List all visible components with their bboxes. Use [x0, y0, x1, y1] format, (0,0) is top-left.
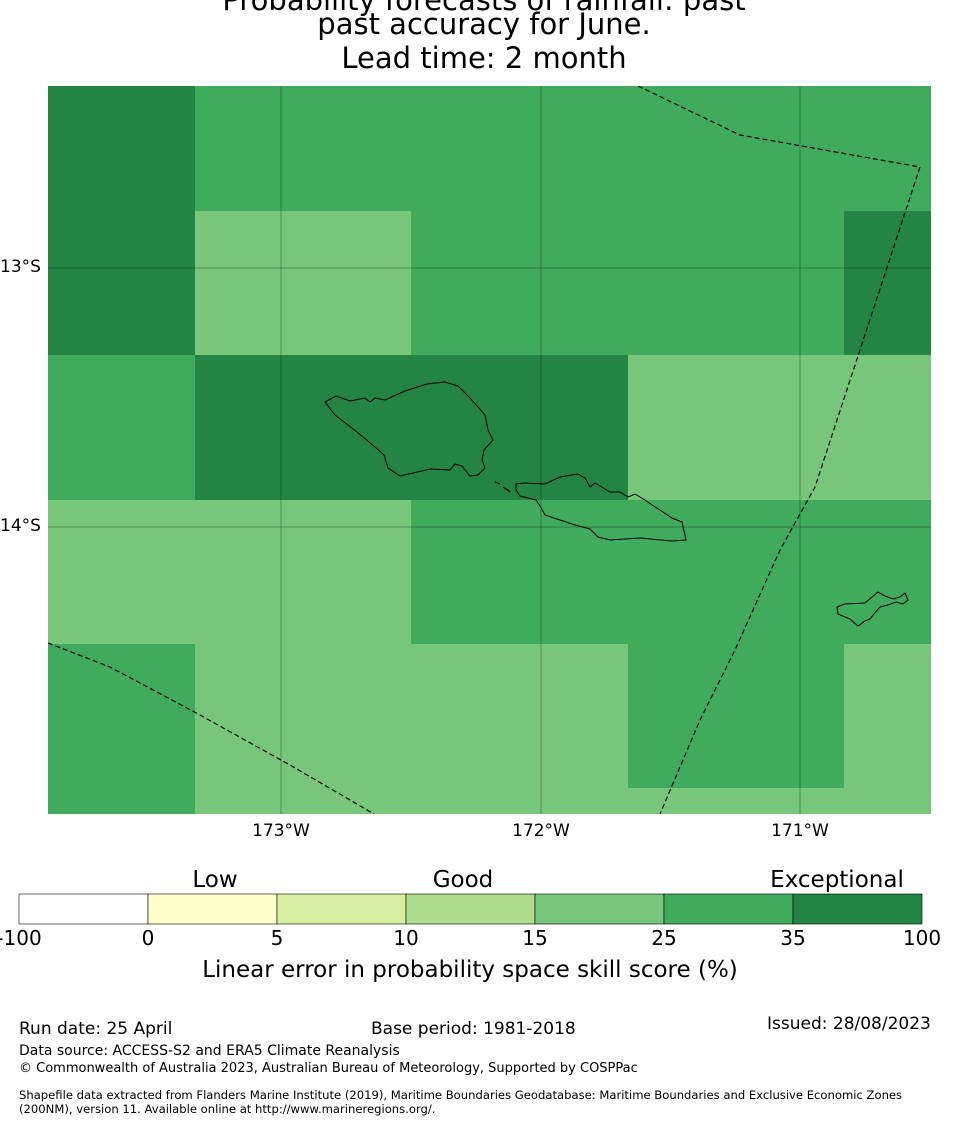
skill-cell-r3-c2 [411, 500, 628, 644]
colorbar-swatch-6 [792, 893, 923, 925]
skill-cell-r3-c3 [628, 500, 844, 644]
skill-cell-r4-c2 [411, 644, 628, 788]
skill-cell-r1-c4 [844, 211, 931, 355]
lon-label-173w: 173°W [252, 821, 310, 841]
skill-cell-r1-c2 [411, 211, 628, 355]
lat-label-13s: 13°S [0, 257, 41, 277]
category-good: Good [432, 867, 494, 893]
skill-cell-r0-c0 [48, 86, 195, 211]
colorbar-tick-6: 35 [780, 926, 806, 950]
skill-cell-r5-c2 [411, 788, 628, 814]
skill-cell-r4-c0 [48, 644, 195, 788]
island-tutuila [836, 591, 909, 627]
colorbar-tick-3: 10 [393, 926, 419, 950]
skill-map [48, 86, 931, 814]
skill-cell-r5-c3 [628, 788, 844, 814]
skill-cell-r5-c1 [195, 788, 411, 814]
colorbar-tick-2: 5 [270, 926, 284, 950]
skill-cell-r5-c0 [48, 788, 195, 814]
shapefile-credit-line-1: Shapefile data extracted from Flanders M… [19, 1088, 903, 1102]
skill-cell-r0-c3 [628, 86, 844, 211]
graticule [48, 86, 931, 814]
skill-cell-r4-c3 [628, 644, 844, 788]
skill-cell-r3-c4 [844, 500, 931, 644]
skill-cell-r2-c3 [628, 355, 844, 500]
run-date: Run date: 25 April [19, 1019, 173, 1039]
data-source: Data source: ACCESS-S2 and ERA5 Climate … [19, 1043, 400, 1059]
skill-cell-r4-c1 [195, 644, 411, 788]
colorbar-swatch-3 [405, 893, 536, 925]
base-period: Base period: 1981-2018 [371, 1019, 576, 1039]
skill-cell-r4-c4 [844, 644, 931, 788]
colorbar-swatch-5 [663, 893, 794, 925]
skill-cell-r3-c1 [195, 500, 411, 644]
colorbar-tick-5: 25 [651, 926, 677, 950]
colorbar-swatch-2 [276, 893, 407, 925]
colorbar-tick-1: 0 [141, 926, 155, 950]
skill-cell-r0-c1 [195, 86, 411, 211]
skill-cell-r2-c0 [48, 355, 195, 500]
title-line-3: Lead time: 2 month [341, 41, 627, 75]
skill-cell-r2-c2 [411, 355, 628, 500]
skill-cell-r1-c1 [195, 211, 411, 355]
copyright: © Commonwealth of Australia 2023, Austra… [19, 1061, 638, 1076]
colorbar-swatch-0 [18, 893, 149, 925]
lon-label-171w: 171°W [771, 821, 829, 841]
colorbar-tick-0: -100 [0, 926, 42, 950]
category-low: Low [192, 867, 238, 893]
island-upolu [515, 473, 687, 542]
lon-label-172w: 172°W [512, 821, 570, 841]
skill-cell-r1-c3 [628, 211, 844, 355]
island-savaii [324, 381, 494, 477]
title-line-2: past accuracy for June. [317, 7, 651, 41]
issued-date: Issued: 28/08/2023 [767, 1014, 931, 1034]
skill-cell-r2-c4 [844, 355, 931, 500]
colorbar-swatch-1 [147, 893, 278, 925]
shapefile-credit-line-2: (200NM), version 11. Available online at… [19, 1102, 436, 1116]
colorbar-tick-4: 15 [522, 926, 548, 950]
title-line-1: Probability forecasts of rainfall: past [222, 0, 746, 17]
skill-grid [48, 86, 931, 814]
maritime-boundary-east [637, 86, 921, 814]
colorbar-title: Linear error in probability space skill … [202, 957, 738, 983]
skill-cell-r3-c0 [48, 500, 195, 644]
maritime-boundary-southwest [48, 642, 375, 814]
islet-manono [494, 481, 511, 493]
category-exceptional: Exceptional [770, 867, 904, 893]
skill-cell-r0-c2 [411, 86, 628, 211]
colorbar-tick-7: 100 [902, 926, 942, 950]
skill-cell-r1-c0 [48, 211, 195, 355]
lat-label-14s: 14°S [0, 516, 41, 536]
colorbar-swatch-4 [534, 893, 665, 925]
skill-cell-r0-c4 [844, 86, 931, 211]
skill-cell-r5-c4 [844, 788, 931, 814]
skill-cell-r2-c1 [195, 355, 411, 500]
colorbar [18, 893, 923, 925]
